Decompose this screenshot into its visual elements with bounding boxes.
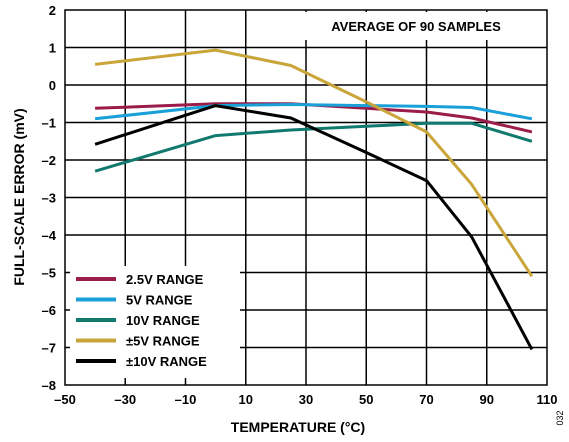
y-tick-label: 2 bbox=[49, 3, 56, 18]
y-axis-title: FULL-SCALE ERROR (mV) bbox=[11, 108, 27, 285]
x-tick-label: 110 bbox=[537, 392, 558, 407]
grid bbox=[65, 10, 547, 385]
y-tick-label: –8 bbox=[42, 378, 56, 393]
x-tick-label: 70 bbox=[419, 392, 433, 407]
x-tick-labels: –50 –30 –10 10 30 50 70 90 110 bbox=[54, 392, 557, 407]
series-line bbox=[95, 102, 533, 134]
y-tick-label: –1 bbox=[42, 116, 56, 131]
series-line bbox=[94, 104, 534, 351]
x-tick-label: –10 bbox=[175, 392, 197, 407]
series-line bbox=[94, 121, 533, 173]
y-tick-label: 0 bbox=[49, 78, 56, 93]
x-tick-label: 10 bbox=[239, 392, 253, 407]
x-tick-label: –50 bbox=[54, 392, 76, 407]
x-tick-label: –30 bbox=[114, 392, 136, 407]
figure-id: 032 bbox=[555, 410, 565, 425]
x-tick-label: 30 bbox=[299, 392, 313, 407]
legend-label: 10V RANGE bbox=[126, 313, 200, 328]
y-tick-label: 1 bbox=[49, 41, 56, 56]
y-tick-label: –6 bbox=[42, 303, 56, 318]
legend-label: ±10V RANGE bbox=[126, 354, 207, 369]
series-line bbox=[94, 48, 534, 278]
legend: 2.5V RANGE 5V RANGE 10V RANGE ±5V RANGE ±10V… bbox=[76, 272, 207, 369]
y-tick-labels: 2 1 0 –1 –2 –3 –4 –5 –6 –7 –8 bbox=[42, 3, 57, 393]
legend-label: 5V RANGE bbox=[126, 293, 193, 308]
y-tick-label: –7 bbox=[42, 341, 56, 356]
y-tick-label: –4 bbox=[42, 228, 57, 243]
series-lines bbox=[94, 48, 534, 351]
annotation-box bbox=[304, 12, 526, 40]
plot-frame bbox=[64, 9, 548, 386]
annotation: AVERAGE OF 90 SAMPLES bbox=[331, 19, 501, 34]
x-axis-title: TEMPERATURE (°C) bbox=[231, 419, 365, 435]
y-tick-label: –2 bbox=[42, 153, 56, 168]
legend-label: 2.5V RANGE bbox=[126, 272, 204, 287]
y-tick-label: –5 bbox=[42, 266, 56, 281]
legend-label: ±5V RANGE bbox=[126, 334, 200, 349]
x-tick-label: 50 bbox=[359, 392, 373, 407]
y-tick-label: –3 bbox=[42, 191, 56, 206]
x-tick-label: 90 bbox=[480, 392, 494, 407]
